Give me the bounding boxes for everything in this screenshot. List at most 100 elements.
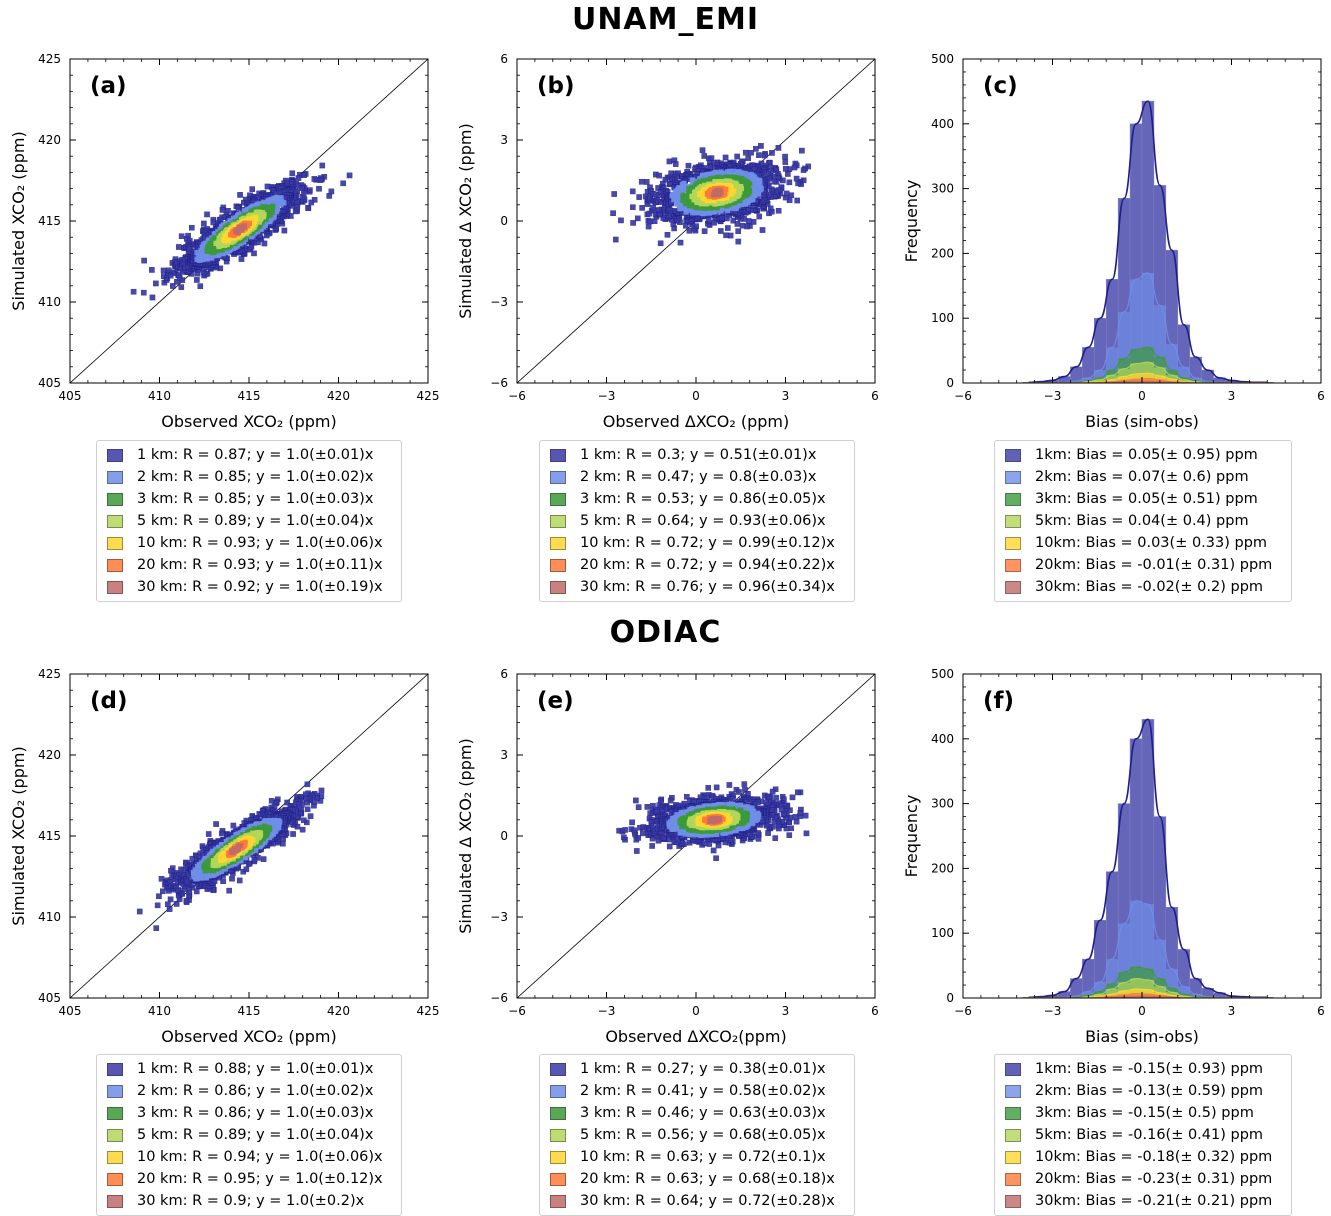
scatter-point — [284, 205, 291, 212]
scatter-point — [251, 193, 257, 200]
scatter-point — [271, 835, 277, 842]
scatter-point — [238, 229, 244, 235]
scatter-point — [276, 821, 282, 828]
scatter-point — [189, 884, 196, 891]
scatter-point — [161, 273, 167, 280]
histogram-bar — [1106, 382, 1119, 383]
scatter-point — [277, 822, 283, 828]
scatter-point — [231, 847, 237, 853]
scatter-point — [764, 811, 770, 817]
scatter-point — [180, 269, 186, 275]
scatter-point — [769, 187, 776, 194]
scatter-point — [674, 192, 680, 198]
scatter-point — [751, 797, 757, 804]
scatter-point — [706, 177, 712, 183]
scatter-point — [744, 191, 751, 197]
scatter-point — [254, 209, 260, 215]
one-to-one-line — [517, 59, 875, 383]
scatter-point — [711, 194, 717, 200]
histogram-series-res_1 — [1022, 100, 1274, 383]
histogram-series-res_5 — [1028, 361, 1268, 383]
legend-label: 10 km: R = 0.94; y = 1.0(±0.06)x — [137, 1149, 383, 1165]
scatter-point — [766, 796, 773, 803]
scatter-point — [763, 198, 769, 205]
scatter-point — [246, 225, 252, 231]
scatter-point — [721, 177, 728, 183]
scatter-point — [275, 826, 281, 833]
scatter-point — [720, 194, 726, 201]
scatter-point — [204, 256, 211, 262]
scatter-point — [239, 848, 245, 854]
scatter-point — [202, 234, 208, 241]
scatter-point — [712, 191, 718, 197]
scatter-point — [189, 258, 195, 264]
scatter-point — [227, 834, 234, 841]
scatter-point — [654, 808, 661, 815]
scatter-point — [714, 176, 721, 183]
scatter-point — [714, 182, 720, 188]
scatter-point — [754, 808, 761, 814]
scatter-point — [218, 860, 224, 867]
scatter-point — [718, 216, 725, 222]
scatter-point — [730, 175, 736, 181]
scatter-point — [702, 183, 709, 190]
scatter-point — [784, 802, 791, 809]
scatter-point — [740, 178, 746, 185]
scatter-point — [658, 805, 665, 811]
scatter-point — [681, 180, 687, 187]
scatter-point — [225, 249, 231, 255]
scatter-point — [723, 186, 729, 192]
scatter-point — [233, 211, 240, 217]
histogram-bar — [1118, 381, 1131, 383]
scatter-point — [260, 213, 267, 219]
scatter-point — [232, 861, 238, 867]
scatter-point — [197, 283, 204, 289]
scatter-point — [206, 857, 213, 864]
scatter-point — [216, 244, 222, 250]
scatter-point — [250, 839, 257, 845]
scatter-point — [294, 205, 300, 211]
scatter-point — [700, 213, 707, 219]
scatter-point — [213, 851, 220, 857]
scatter-point — [256, 837, 262, 844]
scatter-point — [286, 186, 293, 192]
scatter-point — [754, 180, 760, 186]
scatter-point — [248, 828, 254, 834]
scatter-point — [685, 162, 692, 169]
scatter-point — [705, 835, 711, 842]
scatter-point — [632, 831, 639, 838]
scatter-point — [684, 169, 690, 175]
scatter-point — [202, 861, 208, 867]
scatter-point — [276, 823, 283, 829]
scatter-point — [686, 171, 693, 178]
scatter-point — [673, 807, 680, 813]
scatter-point — [262, 842, 268, 848]
scatter-point — [254, 218, 260, 224]
scatter-point — [786, 832, 793, 838]
scatter-point — [235, 859, 242, 866]
scatter-point — [662, 207, 668, 214]
scatter-point — [281, 826, 287, 833]
scatter-point — [686, 205, 693, 211]
scatter-point — [251, 825, 258, 831]
scatter-point — [189, 260, 195, 267]
scatter-point — [711, 200, 717, 206]
scatter-point — [207, 852, 213, 858]
scatter-point — [232, 829, 239, 835]
scatter-point — [198, 878, 205, 885]
scatter-point — [240, 226, 246, 233]
scatter-point — [706, 194, 713, 200]
scatter-point — [242, 848, 248, 854]
scatter-point — [711, 192, 717, 198]
scatter-point — [695, 188, 702, 194]
scatter-point — [183, 243, 189, 250]
scatter-point — [305, 205, 312, 211]
scatter-point — [729, 796, 736, 802]
scatter-point — [277, 217, 284, 224]
scatter-point — [284, 210, 290, 217]
scatter-point — [677, 187, 683, 194]
scatter-point — [243, 866, 250, 873]
scatter-point — [771, 165, 777, 172]
scatter-point — [728, 186, 734, 193]
scatter-point — [689, 184, 695, 190]
